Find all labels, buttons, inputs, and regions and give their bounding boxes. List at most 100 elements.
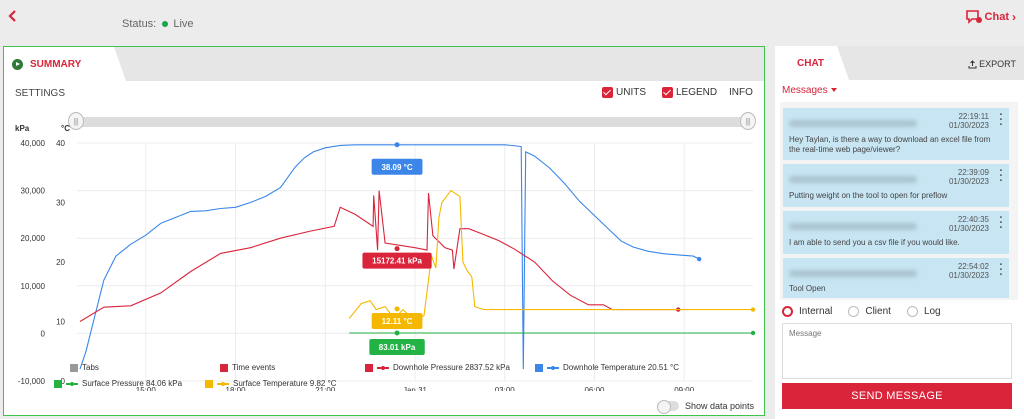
message-timestamp: 22:40:35 01/30/2023 [948, 215, 989, 233]
legend-item-downhole-temperature[interactable]: Downhole Temperature 20.51 °C [535, 363, 679, 372]
x-tick-label: 18:00 [226, 386, 247, 391]
chat-message[interactable]: 22:39:09 01/30/2023 · · · Putting weight on… [783, 164, 1009, 207]
series-endpoint [750, 307, 756, 312]
settings-button[interactable]: SETTINGS [15, 88, 66, 99]
tab-summary[interactable]: SUMMARY [4, 47, 126, 81]
value-tooltip-label: 83.01 kPa [379, 343, 416, 352]
summary-panel: SUMMARY SETTINGS UNITS LEGEND INFO || ||… [3, 46, 765, 416]
chat-message[interactable]: 22:19:11 01/30/2023 · · · Hey Taylan, is th… [783, 108, 1009, 160]
y-left-tick-label: 10,000 [21, 282, 46, 291]
value-tooltip-label: 15172.41 kPa [372, 257, 422, 266]
chat-message[interactable]: 22:40:35 01/30/2023 · · · I am able to send… [783, 211, 1009, 254]
legend-line-marker [377, 365, 389, 370]
hover-point [394, 142, 400, 148]
value-tooltip [371, 312, 423, 329]
y-left-tick-label: -10,000 [18, 377, 46, 386]
legend-item-tabs[interactable]: Tabs [70, 363, 99, 372]
show-data-points-toggle[interactable]: Show data points [656, 400, 754, 414]
x-tick-label: 15:00 [136, 386, 157, 391]
legend-swatch [54, 379, 62, 388]
message-author-redacted [789, 120, 917, 127]
tab-summary-label: SUMMARY [30, 58, 82, 70]
play-icon [12, 59, 23, 70]
chat-bubble-icon [965, 10, 982, 24]
y-right-axis-label: °C [61, 124, 70, 133]
chat-panel: CHAT EXPORT Messages 22:19:11 01/30/2023 … [775, 46, 1024, 419]
chat-tab-strip: CHAT EXPORT [775, 46, 1024, 80]
legend-item-time-events[interactable]: Time events [220, 363, 275, 372]
chat-message[interactable]: 22:54:02 01/30/2023 · · · Tool Open [783, 258, 1009, 298]
more-options-icon[interactable]: · · · [999, 165, 1003, 187]
series-line-downhole-pressure [79, 190, 679, 322]
chat-toggle-button[interactable]: Chat › [965, 6, 1016, 28]
legend-swatch [70, 363, 78, 372]
radio-log[interactable]: Log [906, 305, 941, 317]
caret-down-icon [830, 88, 837, 93]
x-tick-label: 06:00 [584, 386, 605, 391]
checkbox-checked-icon [662, 87, 673, 98]
more-options-icon[interactable]: · · · [999, 109, 1003, 131]
legend-swatch [205, 379, 213, 388]
tab-chat-label: CHAT [797, 57, 825, 69]
y-left-tick-label: 40,000 [21, 139, 46, 148]
x-tick-label: 21:00 [315, 386, 336, 391]
radio-client[interactable]: Client [848, 305, 891, 317]
radio-client-label: Client [865, 305, 891, 317]
radio-log-label: Log [923, 305, 941, 317]
more-options-icon[interactable]: · · · [999, 259, 1003, 281]
settings-row: SETTINGS UNITS LEGEND INFO [4, 85, 764, 105]
message-author-redacted [789, 270, 917, 277]
legend-label: Surface Temperature 9.82 °C [233, 379, 337, 388]
chart-svg[interactable]: kPa °C 40,000 30,000 20,000 10,000 0 -10,000 40 3… [5, 121, 765, 406]
legend-label: Time events [232, 363, 276, 372]
legend-label: Downhole Pressure 2837.52 kPa [393, 363, 510, 372]
info-button[interactable]: INFO [729, 87, 753, 98]
message-timestamp: 22:54:02 01/30/2023 [948, 262, 989, 280]
legend-swatch [220, 363, 228, 372]
legend-label: LEGEND [676, 87, 718, 98]
send-message-button[interactable]: SEND MESSAGE [782, 383, 1012, 409]
value-tooltip-label: 38.09 °C [381, 163, 412, 172]
y-left-tick-label: 0 [41, 329, 46, 338]
series-line-downhole-temperature [79, 144, 700, 370]
y-right-tick-label: 10 [56, 318, 65, 327]
units-checkbox[interactable]: UNITS [602, 87, 646, 98]
y-right-tick-label: 30 [56, 199, 65, 208]
legend-item-downhole-pressure[interactable]: Downhole Pressure 2837.52 kPa [365, 363, 510, 372]
radio-internal[interactable]: Internal [782, 305, 832, 317]
chevron-left-icon[interactable] [6, 8, 22, 26]
export-label: EXPORT [979, 59, 1016, 69]
show-data-points-label: Show data points [684, 401, 754, 411]
status-indicator: Status: Live [122, 18, 194, 30]
summary-chart[interactable]: kPa °C 40,000 30,000 20,000 10,000 0 -10,000 40 3… [5, 121, 765, 406]
chat-toggle-label: Chat [984, 11, 1009, 23]
range-end-handle[interactable]: || [740, 112, 756, 130]
chart-legend: Tabs Time events Downhole Pressure 2837.… [4, 363, 764, 403]
export-button[interactable]: EXPORT [968, 59, 1016, 69]
message-timestamp: 22:39:09 01/30/2023 [948, 168, 989, 186]
toggle-switch[interactable] [656, 400, 679, 414]
legend-line-marker [217, 381, 229, 386]
top-bar: Status: Live Chat › [0, 0, 1024, 36]
more-options-icon[interactable]: · · · [999, 212, 1003, 234]
status-dot-icon [162, 20, 169, 27]
message-input[interactable] [782, 323, 1012, 379]
legend-checkbox[interactable]: LEGEND [662, 87, 717, 98]
legend-item-surface-pressure[interactable]: Surface Pressure 84.06 kPa [54, 379, 182, 388]
legend-swatch [535, 363, 543, 372]
legend-item-surface-temperature[interactable]: Surface Temperature 9.82 °C [205, 379, 337, 388]
x-tick-label: 09:00 [674, 386, 695, 391]
time-range-slider[interactable] [72, 117, 752, 127]
message-text: Putting weight on the tool to open for p… [789, 191, 948, 200]
summary-tab-strip: SUMMARY [4, 47, 764, 81]
messages-dropdown[interactable]: Messages [782, 85, 837, 96]
radio-unselected-icon [906, 305, 918, 317]
upload-icon [968, 59, 977, 68]
legend-swatch [365, 363, 373, 372]
status-value: Live [173, 18, 194, 30]
tab-chat[interactable]: CHAT [775, 46, 849, 80]
x-tick-label: Jan 31 [403, 386, 428, 391]
message-list[interactable]: 22:19:11 01/30/2023 · · · Hey Taylan, is th… [780, 102, 1018, 300]
series-line-surface-temperature [348, 189, 753, 320]
range-start-handle[interactable]: || [68, 112, 84, 130]
